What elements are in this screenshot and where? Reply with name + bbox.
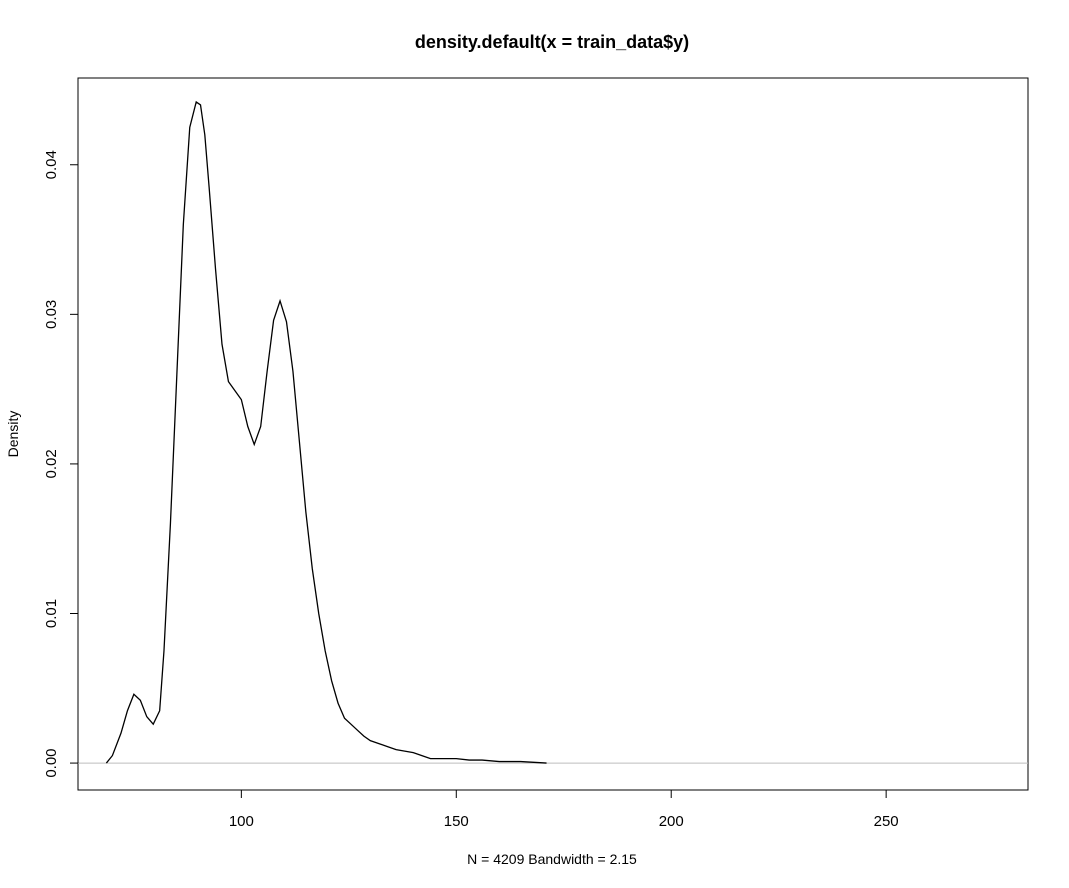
x-axis: 100 150 200 250 xyxy=(229,789,899,830)
y-tick-label: 0.03 xyxy=(43,300,60,329)
plot-frame xyxy=(77,77,1029,791)
y-axis: 0.00 0.01 0.02 0.03 0.04 xyxy=(43,150,79,778)
y-tick-label: 0.01 xyxy=(43,599,60,628)
x-tick-label: 150 xyxy=(444,813,469,830)
x-tick-label: 100 xyxy=(229,813,254,830)
y-tick-label: 0.00 xyxy=(43,748,60,777)
y-tick-label: 0.04 xyxy=(43,150,60,179)
density-curve xyxy=(105,100,547,764)
x-tick-label: 250 xyxy=(874,813,899,830)
chart-title: density.default(x = train_data$y) xyxy=(415,32,689,52)
x-axis-label: N = 4209 Bandwidth = 2.15 xyxy=(467,851,637,867)
y-axis-label: Density xyxy=(5,411,21,458)
x-tick-label: 200 xyxy=(659,813,684,830)
y-tick-label: 0.02 xyxy=(43,449,60,478)
